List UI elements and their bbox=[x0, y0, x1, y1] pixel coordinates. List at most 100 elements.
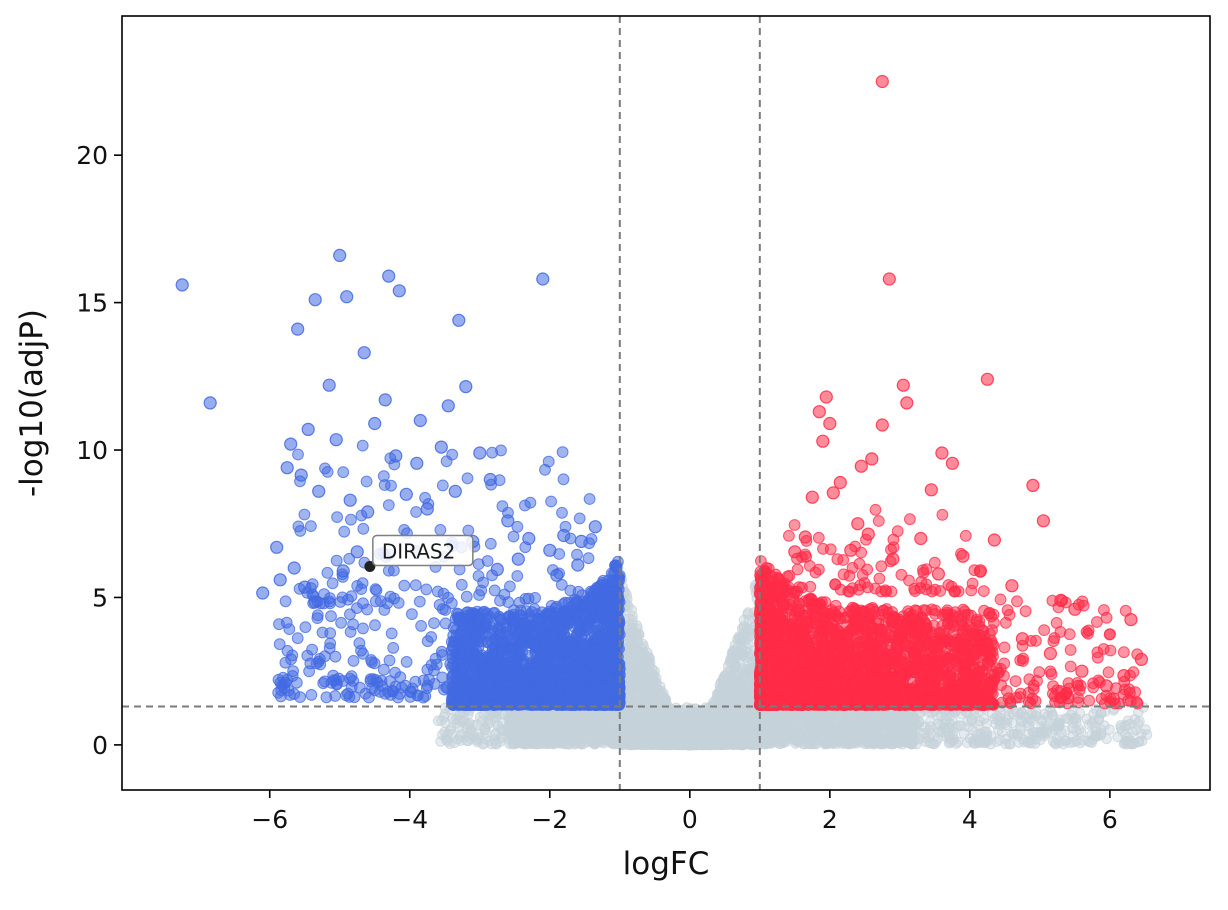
scatter-point-ns bbox=[739, 634, 751, 646]
scatter-point-ns bbox=[740, 735, 751, 746]
scatter-point-ns bbox=[592, 723, 603, 734]
scatter-point-ns bbox=[539, 738, 550, 749]
scatter-point-ns bbox=[680, 710, 692, 722]
scatter-point-ns bbox=[739, 709, 751, 721]
scatter-point-ns bbox=[1071, 725, 1082, 737]
scatter-point-ns bbox=[461, 722, 473, 734]
scatter-point-ns bbox=[847, 710, 859, 722]
scatter-point-ns bbox=[649, 726, 660, 738]
scatter-point-ns bbox=[640, 736, 652, 748]
scatter-point-ns bbox=[495, 733, 507, 744]
scatter-point-ns bbox=[1093, 714, 1105, 726]
scatter-point-ns bbox=[682, 728, 694, 739]
scatter-point-ns bbox=[814, 728, 825, 740]
scatter-point-ns bbox=[568, 720, 580, 732]
scatter-point-ns bbox=[719, 722, 731, 734]
scatter-point-ns bbox=[630, 725, 642, 737]
scatter-point-ns bbox=[558, 728, 569, 740]
scatter-point-ns bbox=[668, 709, 680, 720]
scatter-point-ns bbox=[486, 738, 498, 750]
scatter-point-ns bbox=[1058, 738, 1069, 750]
scatter-point-ns bbox=[673, 722, 685, 733]
scatter-point-ns bbox=[640, 667, 651, 679]
scatter-point-ns bbox=[478, 709, 490, 720]
scatter-point-ns bbox=[651, 672, 662, 684]
scatter-point-ns bbox=[645, 708, 657, 719]
scatter-point-ns bbox=[884, 733, 896, 744]
scatter-point-ns bbox=[1132, 718, 1144, 729]
scatter-point-ns bbox=[1090, 730, 1101, 742]
scatter-point-ns bbox=[946, 736, 958, 747]
scatter-point-ns bbox=[738, 621, 750, 632]
scatter-point-ns bbox=[1074, 737, 1086, 749]
scatter-point-ns bbox=[1006, 717, 1018, 729]
scatter-point-ns bbox=[452, 734, 464, 745]
scatter-point-ns bbox=[1018, 734, 1029, 745]
scatter-point-ns bbox=[618, 737, 630, 749]
scatter-point-ns bbox=[940, 715, 952, 726]
scatter-point-ns bbox=[631, 636, 643, 648]
scatter-point-ns bbox=[661, 719, 673, 731]
scatter-point-ns bbox=[516, 733, 528, 745]
scatter-point-ns bbox=[930, 736, 942, 748]
scatter-point-ns bbox=[919, 721, 931, 733]
scatter-point-ns bbox=[597, 709, 608, 721]
scatter-point-ns bbox=[1122, 715, 1134, 727]
scatter-point-ns bbox=[732, 674, 743, 685]
scatter-point-ns bbox=[854, 730, 865, 741]
scatter-point-ns bbox=[1128, 738, 1140, 749]
scatter-point-ns bbox=[520, 723, 531, 735]
scatter-point-ns bbox=[705, 715, 717, 727]
scatter-point-ns bbox=[1005, 739, 1016, 750]
scatter-point-ns bbox=[1069, 712, 1080, 724]
scatter-point-ns bbox=[440, 717, 451, 729]
scatter-point-ns bbox=[630, 687, 641, 699]
scatter-point-ns bbox=[896, 716, 907, 728]
scatter-point-ns bbox=[1059, 725, 1071, 737]
scatter-point-ns bbox=[953, 720, 964, 731]
scatter-point-ns bbox=[632, 715, 644, 727]
scatter-point-ns bbox=[717, 711, 729, 722]
scatter-point-ns bbox=[981, 718, 992, 729]
scatter-point-ns bbox=[822, 717, 834, 729]
scatter-point-ns bbox=[726, 686, 737, 698]
scatter-point-ns bbox=[698, 724, 710, 735]
scatter-point-ns bbox=[536, 724, 548, 735]
scatter-point-ns bbox=[503, 720, 515, 731]
scatter-point-ns bbox=[719, 670, 731, 682]
scatter-point-ns bbox=[864, 737, 876, 748]
scatter-point-ns bbox=[528, 710, 540, 721]
scatter-point-ns bbox=[598, 733, 609, 745]
scatter-point-ns bbox=[1007, 708, 1019, 720]
scatter-point-ns bbox=[976, 730, 987, 741]
scatter-point-ns bbox=[667, 735, 679, 746]
downregulated-points-group bbox=[272, 439, 626, 711]
scatter-point-ns bbox=[879, 712, 891, 724]
scatter-point-ns bbox=[627, 614, 638, 626]
scatter-point-ns bbox=[512, 713, 523, 725]
scatter-point-ns bbox=[557, 717, 569, 729]
scatter-point-ns bbox=[775, 721, 786, 732]
scatter-point-ns bbox=[742, 609, 754, 620]
scatter-point-ns bbox=[782, 728, 793, 740]
scatter-point-ns bbox=[1029, 738, 1041, 749]
scatter-point-ns bbox=[439, 726, 450, 738]
scatter-point-ns bbox=[744, 720, 756, 731]
scatter-point-ns bbox=[480, 727, 491, 739]
scatter-point-ns bbox=[642, 647, 653, 659]
scatter-point-ns bbox=[837, 721, 848, 733]
scatter-point-ns bbox=[609, 715, 621, 727]
scatter-point-ns bbox=[464, 733, 476, 744]
scatter-point-ns bbox=[831, 733, 843, 744]
scatter-point-ns bbox=[442, 735, 454, 747]
scatter-point-ns bbox=[1047, 709, 1059, 721]
scatter-point-ns bbox=[1041, 724, 1052, 735]
scatter-point-ns bbox=[1025, 707, 1037, 719]
scatter-point-ns bbox=[741, 684, 752, 696]
scatter-point-ns bbox=[995, 716, 1007, 727]
scatter-point-ns bbox=[729, 640, 741, 651]
scatter-point-ns bbox=[580, 720, 592, 731]
nonsignificant-points-group bbox=[432, 574, 1153, 751]
